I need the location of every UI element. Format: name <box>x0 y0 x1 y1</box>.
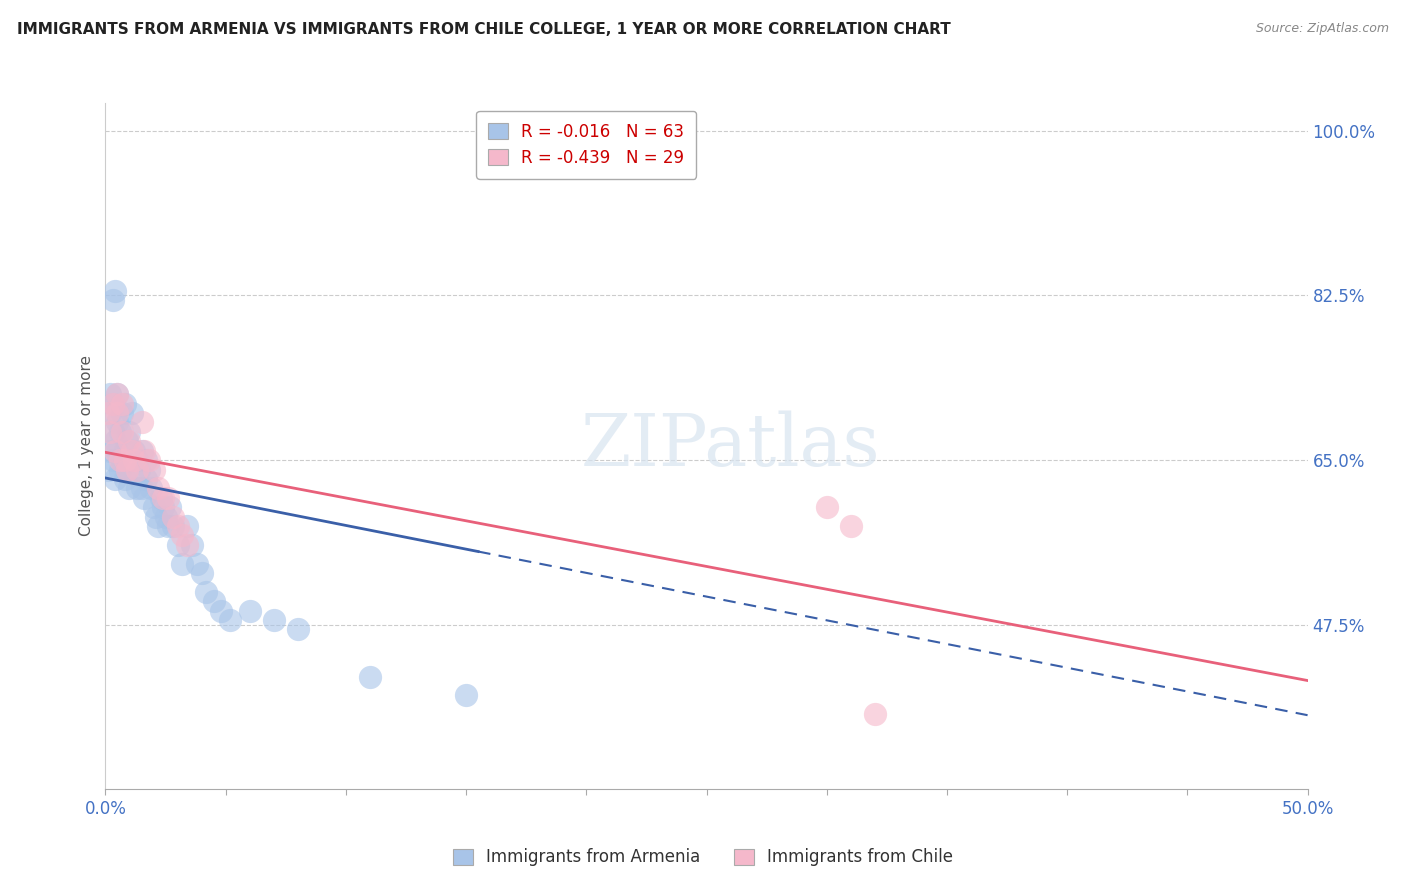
Point <box>114 472 136 486</box>
Point <box>263 613 285 627</box>
Point <box>107 406 129 420</box>
Point <box>101 397 124 411</box>
Point <box>815 500 838 515</box>
Point <box>162 509 184 524</box>
Point <box>98 443 121 458</box>
Point <box>148 481 170 495</box>
Point <box>115 462 138 476</box>
Point <box>121 406 143 420</box>
Point <box>125 453 148 467</box>
Point <box>107 387 129 401</box>
Point <box>138 462 160 476</box>
Point <box>176 538 198 552</box>
Point <box>219 613 242 627</box>
Point <box>454 689 477 703</box>
Point <box>139 481 162 495</box>
Point <box>111 425 134 439</box>
Point <box>118 425 141 439</box>
Point <box>98 387 121 401</box>
Point <box>101 425 124 439</box>
Point <box>152 491 174 505</box>
Point <box>159 500 181 515</box>
Point <box>128 462 150 476</box>
Point <box>101 453 124 467</box>
Point <box>186 557 208 571</box>
Point <box>156 519 179 533</box>
Point <box>118 481 141 495</box>
Point <box>166 519 188 533</box>
Point <box>97 462 120 476</box>
Point <box>107 416 129 430</box>
Point <box>121 443 143 458</box>
Point <box>98 425 121 439</box>
Point <box>135 472 157 486</box>
Point <box>97 406 120 420</box>
Point <box>114 443 136 458</box>
Point <box>115 434 138 449</box>
Point <box>202 594 225 608</box>
Point <box>101 397 124 411</box>
Point <box>115 462 138 476</box>
Point <box>104 434 127 449</box>
Legend: Immigrants from Armenia, Immigrants from Chile: Immigrants from Armenia, Immigrants from… <box>444 840 962 875</box>
Point <box>114 453 136 467</box>
Point <box>155 509 177 524</box>
Point <box>176 519 198 533</box>
Point <box>118 453 141 467</box>
Point <box>107 387 129 401</box>
Point <box>108 453 131 467</box>
Point <box>108 425 131 439</box>
Point <box>190 566 212 580</box>
Point <box>863 707 886 722</box>
Point <box>149 491 172 505</box>
Point <box>135 453 157 467</box>
Point <box>111 397 134 411</box>
Point <box>145 509 167 524</box>
Point <box>239 604 262 618</box>
Point <box>132 443 155 458</box>
Point <box>142 462 165 476</box>
Point <box>104 443 127 458</box>
Point <box>209 604 232 618</box>
Point <box>111 453 134 467</box>
Point <box>156 491 179 505</box>
Point <box>114 397 136 411</box>
Point <box>98 406 121 420</box>
Point <box>172 528 194 542</box>
Point <box>118 434 141 449</box>
Point <box>125 481 148 495</box>
Point <box>138 453 160 467</box>
Point <box>104 284 127 298</box>
Point <box>125 462 148 476</box>
Point <box>152 500 174 515</box>
Point <box>131 416 153 430</box>
Y-axis label: College, 1 year or more: College, 1 year or more <box>79 356 94 536</box>
Point <box>195 584 218 599</box>
Point <box>166 538 188 552</box>
Text: Source: ZipAtlas.com: Source: ZipAtlas.com <box>1256 22 1389 36</box>
Text: ZIPatlas: ZIPatlas <box>581 410 880 482</box>
Point <box>148 519 170 533</box>
Legend: R = -0.016   N = 63, R = -0.439   N = 29: R = -0.016 N = 63, R = -0.439 N = 29 <box>477 111 696 178</box>
Point <box>359 669 381 683</box>
Point <box>287 623 309 637</box>
Point <box>172 557 194 571</box>
Point <box>132 491 155 505</box>
Point <box>111 406 134 420</box>
Point <box>101 293 124 308</box>
Point <box>131 481 153 495</box>
Point <box>108 462 131 476</box>
Point <box>107 443 129 458</box>
Text: IMMIGRANTS FROM ARMENIA VS IMMIGRANTS FROM CHILE COLLEGE, 1 YEAR OR MORE CORRELA: IMMIGRANTS FROM ARMENIA VS IMMIGRANTS FR… <box>17 22 950 37</box>
Point <box>131 443 153 458</box>
Point <box>124 443 146 458</box>
Point <box>162 519 184 533</box>
Point <box>181 538 204 552</box>
Point <box>104 472 127 486</box>
Point <box>839 519 862 533</box>
Point <box>124 453 146 467</box>
Point <box>142 500 165 515</box>
